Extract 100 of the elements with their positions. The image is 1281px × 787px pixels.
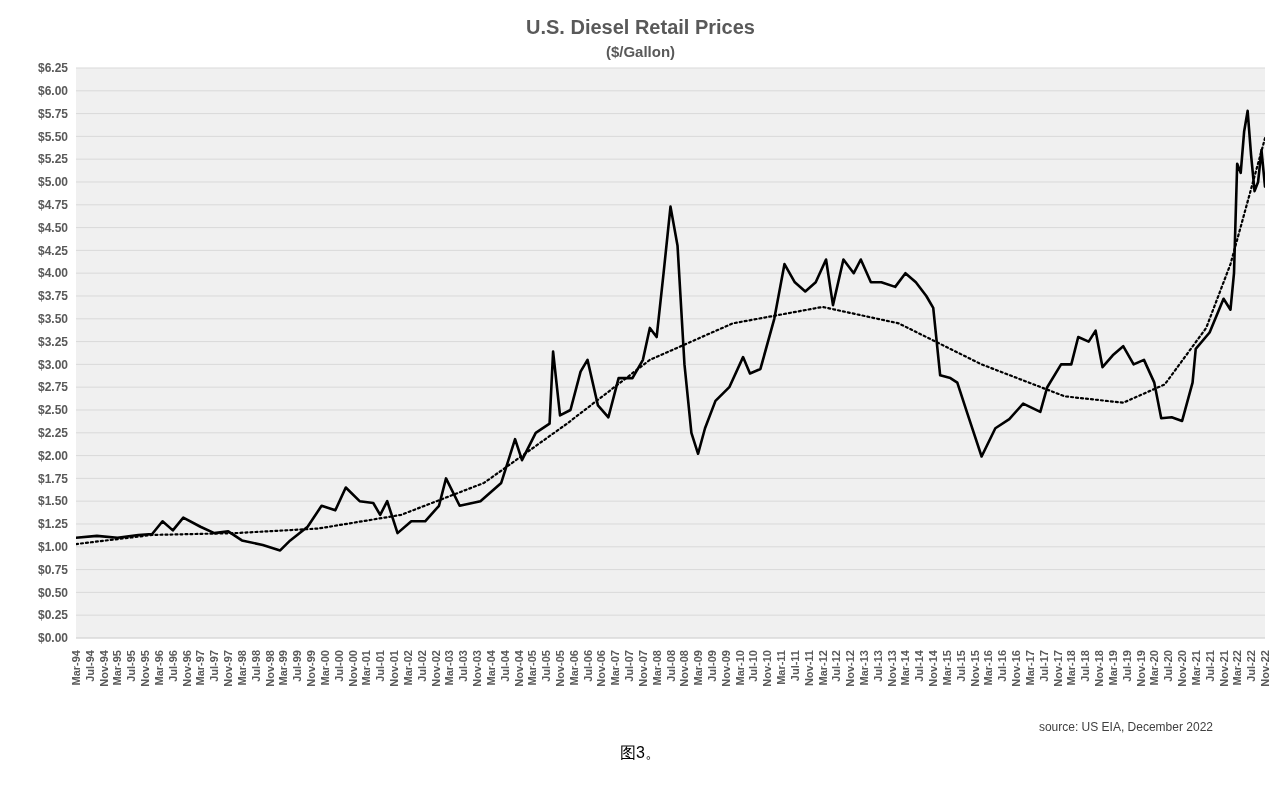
- x-tick-label: Mar-01: [360, 650, 373, 686]
- x-tick-label: Mar-98: [235, 650, 248, 686]
- x-tick-label: Nov-10: [761, 650, 774, 687]
- x-tick-label: Mar-07: [609, 650, 622, 686]
- x-tick-label: Nov-00: [346, 650, 359, 687]
- x-tick-label: Nov-04: [512, 649, 525, 687]
- x-tick-label: Jul-14: [913, 649, 926, 682]
- x-tick-label: Jul-16: [996, 650, 1009, 682]
- y-tick-label: $3.25: [37, 334, 69, 349]
- x-tick-label: Nov-02: [429, 650, 442, 687]
- x-tick-label: Mar-97: [194, 650, 207, 686]
- y-tick-label: $1.25: [37, 517, 69, 532]
- y-tick-label: $0.00: [37, 631, 69, 646]
- x-tick-label: Jul-22: [1245, 650, 1258, 682]
- chart-title: U.S. Diesel Retail Prices: [525, 15, 756, 39]
- y-tick-label: $3.75: [37, 289, 69, 304]
- x-tick-label: Jul-09: [705, 650, 718, 682]
- x-tick-label: Mar-00: [318, 650, 331, 686]
- x-tick-label: Nov-21: [1217, 650, 1230, 687]
- x-tick-label: Mar-95: [111, 650, 124, 686]
- x-tick-label: Mar-21: [1189, 650, 1202, 686]
- x-tick-label: Jul-17: [1037, 650, 1050, 682]
- caption: 图3。: [619, 743, 662, 763]
- y-tick-label: $6.00: [37, 84, 69, 99]
- x-tick-label: Nov-09: [719, 650, 732, 687]
- x-tick-label: Nov-06: [595, 650, 608, 687]
- x-tick-label: Nov-16: [1010, 650, 1023, 687]
- x-tick-label: Jul-21: [1203, 650, 1216, 682]
- x-tick-label: Nov-08: [678, 650, 691, 687]
- x-tick-label: Jul-10: [747, 650, 760, 682]
- x-tick-label: Jul-13: [871, 650, 884, 682]
- x-tick-label: Jul-96: [166, 650, 179, 682]
- x-tick-label: Jul-12: [830, 650, 843, 682]
- y-tick-label: $5.00: [37, 175, 69, 190]
- x-tick-label: Jul-04: [498, 649, 511, 682]
- x-tick-label: Jul-95: [125, 650, 138, 682]
- x-tick-label: Jul-18: [1079, 650, 1092, 682]
- x-tick-label: Jul-05: [540, 650, 553, 682]
- x-tick-label: Jul-00: [332, 650, 345, 682]
- x-tick-label: Nov-22: [1259, 650, 1271, 687]
- x-tick-label: Jul-97: [208, 650, 221, 682]
- y-tick-label: $2.25: [37, 426, 69, 441]
- x-tick-label: Mar-04: [484, 649, 497, 686]
- x-tick-label: Mar-20: [1148, 650, 1161, 686]
- x-tick-label: Mar-06: [567, 650, 580, 686]
- x-tick-label: Nov-95: [139, 650, 152, 687]
- y-tick-label: $3.00: [37, 357, 69, 372]
- x-tick-label: Nov-94: [97, 649, 110, 687]
- chart-subtitle: ($/Gallon): [604, 43, 677, 60]
- y-tick-label: $2.50: [37, 403, 69, 418]
- x-tick-label: Jul-20: [1162, 650, 1175, 682]
- x-tick-label: Mar-94: [70, 649, 82, 686]
- x-tick-label: Nov-15: [968, 650, 981, 687]
- x-tick-label: Nov-96: [180, 650, 193, 687]
- x-tick-label: Mar-12: [816, 650, 829, 686]
- x-tick-label: Jul-01: [374, 650, 387, 682]
- x-tick-label: Nov-01: [388, 650, 401, 687]
- x-tick-label: Nov-99: [305, 650, 318, 687]
- x-tick-label: Nov-18: [1093, 650, 1106, 687]
- y-tick-label: $4.25: [37, 243, 69, 258]
- x-tick-label: Jul-07: [622, 650, 635, 682]
- y-tick-label: $4.50: [37, 220, 69, 235]
- y-tick-label: $3.50: [37, 312, 69, 327]
- x-tick-label: Nov-11: [802, 650, 815, 687]
- x-tick-label: Jul-08: [664, 650, 677, 682]
- y-tick-label: $2.75: [37, 380, 69, 395]
- y-tick-label: $1.00: [37, 540, 69, 555]
- x-tick-label: Nov-14: [927, 649, 940, 687]
- x-tick-label: Mar-19: [1106, 650, 1119, 686]
- y-tick-label: $0.25: [37, 608, 69, 623]
- x-tick-label: Nov-17: [1051, 650, 1064, 687]
- source-note: source: US EIA, December 2022: [1038, 720, 1213, 734]
- y-tick-label: $0.75: [37, 562, 69, 577]
- x-tick-label: Mar-11: [774, 650, 787, 685]
- y-tick-label: $4.00: [37, 266, 69, 281]
- x-tick-label: Mar-10: [733, 650, 746, 686]
- y-tick-label: $5.25: [37, 152, 69, 167]
- x-tick-label: Mar-09: [692, 650, 705, 686]
- x-tick-label: Mar-05: [526, 650, 539, 686]
- x-tick-label: Nov-03: [471, 650, 484, 687]
- x-tick-label: Nov-13: [885, 650, 898, 687]
- x-tick-label: Nov-97: [222, 650, 235, 687]
- x-tick-label: Mar-18: [1065, 650, 1078, 686]
- x-tick-label: Nov-12: [844, 650, 857, 687]
- x-tick-label: Mar-16: [982, 650, 995, 686]
- x-tick-label: Jul-99: [291, 650, 304, 682]
- y-tick-label: $2.00: [37, 448, 69, 463]
- x-tick-label: Jul-19: [1120, 650, 1133, 682]
- y-tick-label: $1.75: [37, 471, 69, 486]
- x-tick-label: Mar-99: [277, 650, 290, 686]
- x-tick-label: Mar-14: [899, 649, 912, 686]
- x-tick-label: Mar-13: [857, 650, 870, 686]
- x-tick-label: Jul-15: [954, 650, 967, 682]
- x-tick-label: Nov-98: [263, 650, 276, 687]
- x-tick-label: Mar-03: [443, 650, 456, 686]
- x-tick-label: Jul-06: [581, 650, 594, 682]
- x-tick-label: Jul-98: [249, 650, 262, 682]
- x-tick-label: Jul-02: [415, 650, 428, 682]
- x-tick-label: Nov-07: [636, 650, 649, 687]
- x-tick-label: Mar-17: [1023, 650, 1036, 686]
